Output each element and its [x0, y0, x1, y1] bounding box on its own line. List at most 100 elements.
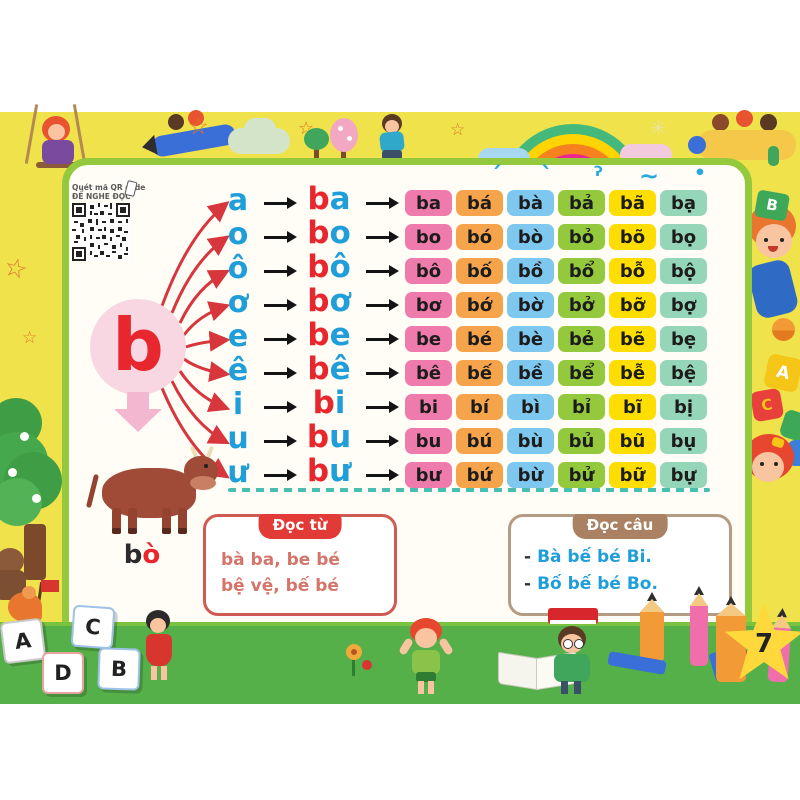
tone-cell: bề	[507, 360, 554, 386]
cow-leg	[178, 508, 187, 534]
girl-leg	[418, 681, 424, 694]
kid-eye	[760, 462, 764, 466]
ball	[772, 318, 795, 341]
tone-cell: bữ	[609, 462, 656, 488]
tone-cell: bớ	[456, 292, 503, 318]
boy-face	[385, 120, 399, 133]
tone-mark-hoi: ˀ	[594, 162, 602, 190]
tone-cell: bí	[456, 394, 503, 420]
kid-head	[736, 110, 753, 127]
girl-face	[415, 628, 437, 648]
book-left-page	[498, 651, 538, 691]
kid-eye	[774, 462, 778, 466]
combo-row: ê bê bê bế bề bể bễ bệ	[0, 351, 800, 388]
star-icon: ☆	[22, 328, 38, 348]
tone-cell: bổ	[558, 258, 605, 284]
dash: -	[524, 547, 532, 567]
tone-cell: bì	[507, 394, 554, 420]
syllable-onset: b	[307, 317, 330, 353]
boy-shorts	[382, 150, 402, 160]
syllable-nucleus: ê	[329, 351, 351, 387]
vowel-letter: ô	[227, 251, 249, 286]
combo-row: e be be bé bè bẻ bẽ bẹ	[0, 317, 800, 354]
tone-cell: bứ	[456, 462, 503, 488]
tone-cell: bợ	[660, 292, 707, 318]
pencil-illustration	[690, 586, 708, 666]
tone-cell: bĩ	[609, 394, 656, 420]
pencil-body	[640, 612, 664, 662]
read-sentence-line: - Bà bế bé Bi.	[524, 547, 652, 567]
tone-cell: bử	[558, 462, 605, 488]
swing-seat	[36, 162, 80, 168]
tone-cell: bị	[660, 394, 707, 420]
combo-row: o bo bo bó bò bỏ bõ bọ	[0, 215, 800, 252]
flower-center	[351, 649, 357, 655]
vowel-letter: i	[232, 387, 244, 422]
cow-label-onset: b	[123, 540, 143, 570]
wavy-divider	[228, 488, 710, 492]
arrow-right-icon	[264, 469, 297, 481]
syllable-nucleus: ư	[329, 453, 352, 489]
girl-shorts	[416, 672, 436, 682]
tree-crown	[304, 128, 329, 150]
arrow-right-icon	[366, 231, 399, 243]
vowel-letter: ư	[227, 455, 249, 490]
arrow-right-icon	[264, 367, 297, 379]
vowel-letter: o	[227, 217, 249, 252]
pencil-body	[716, 616, 746, 682]
girl-leg	[161, 666, 167, 680]
pencil-wood	[716, 603, 746, 616]
arrow-right-icon	[366, 197, 399, 209]
tone-cell: bẹ	[660, 326, 707, 352]
tone-cell: bự	[660, 462, 707, 488]
syllable-nucleus: ô	[329, 249, 351, 285]
syllable-label: be	[296, 317, 362, 353]
blossom	[32, 494, 41, 503]
tone-cell: bụ	[660, 428, 707, 454]
syllable-onset: b	[307, 283, 330, 319]
sentence-text: Bà bế bé Bi.	[537, 547, 652, 567]
girl-dress	[42, 140, 74, 164]
pencil-lead	[694, 586, 704, 595]
syllable-label: bu	[296, 419, 362, 455]
tone-cell: bõ	[609, 224, 656, 250]
focus-letter-circle: b	[90, 299, 186, 395]
syllable-label: bư	[296, 453, 362, 489]
syllable-label: bi	[296, 385, 362, 421]
tone-cell: bú	[456, 428, 503, 454]
arrow-right-icon	[264, 299, 297, 311]
combo-row: i bi bi bí bì bỉ bĩ bị	[0, 385, 800, 422]
tone-cell: bọ	[660, 224, 707, 250]
arrow-right-icon	[264, 265, 297, 277]
tree-trunk	[24, 524, 46, 580]
pencil-wood	[640, 599, 664, 612]
vowel-letter: a	[227, 183, 249, 218]
tone-cell: be	[405, 326, 452, 352]
star-icon: ☆	[450, 120, 466, 140]
girl-face	[150, 618, 166, 633]
tone-cell: bê	[405, 360, 452, 386]
syllable-label: bơ	[296, 283, 362, 319]
arrow-right-icon	[264, 333, 297, 345]
tone-cell: bỡ	[609, 292, 656, 318]
alphabet-block-d: D	[42, 652, 84, 694]
tone-cell: bũ	[609, 428, 656, 454]
combo-row: ô bô bô bố bồ bổ bỗ bộ	[0, 249, 800, 286]
tone-cell: bả	[558, 190, 605, 216]
sparkle-icon: ✳	[650, 116, 667, 140]
sentence-text: Bố bế bé Bo.	[537, 574, 658, 594]
tone-cell: bô	[405, 258, 452, 284]
syllable-nucleus: ơ	[329, 283, 351, 319]
qr-caption-line2: ĐỂ NGHE ĐỌC	[72, 192, 131, 201]
flower-stem	[352, 656, 355, 676]
arrow-right-icon	[366, 435, 399, 447]
boy-shirt	[554, 654, 590, 682]
cow-illustration	[85, 445, 230, 538]
tone-cell: bó	[456, 224, 503, 250]
vowel-letter: ơ	[227, 285, 249, 320]
arrow-right-icon	[264, 401, 297, 413]
syllable-label: bo	[296, 215, 362, 251]
plane-nose	[688, 136, 706, 154]
girl-leg	[151, 666, 157, 680]
